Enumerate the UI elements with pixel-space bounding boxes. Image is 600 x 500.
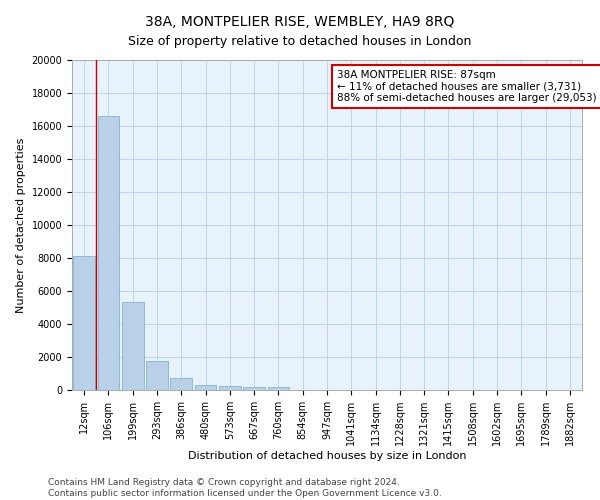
Bar — [97, 116, 119, 390]
Bar — [243, 386, 265, 390]
Bar — [268, 387, 289, 390]
Bar — [170, 378, 192, 390]
Text: 38A MONTPELIER RISE: 87sqm
← 11% of detached houses are smaller (3,731)
88% of s: 38A MONTPELIER RISE: 87sqm ← 11% of deta… — [337, 70, 600, 103]
X-axis label: Distribution of detached houses by size in London: Distribution of detached houses by size … — [188, 451, 466, 461]
Bar — [73, 256, 95, 390]
Text: Size of property relative to detached houses in London: Size of property relative to detached ho… — [128, 35, 472, 48]
Bar — [122, 302, 143, 390]
Bar — [219, 386, 241, 390]
Text: Contains HM Land Registry data © Crown copyright and database right 2024.
Contai: Contains HM Land Registry data © Crown c… — [48, 478, 442, 498]
Bar — [146, 361, 168, 390]
Bar — [194, 384, 217, 390]
Y-axis label: Number of detached properties: Number of detached properties — [16, 138, 26, 312]
Text: 38A, MONTPELIER RISE, WEMBLEY, HA9 8RQ: 38A, MONTPELIER RISE, WEMBLEY, HA9 8RQ — [145, 15, 455, 29]
